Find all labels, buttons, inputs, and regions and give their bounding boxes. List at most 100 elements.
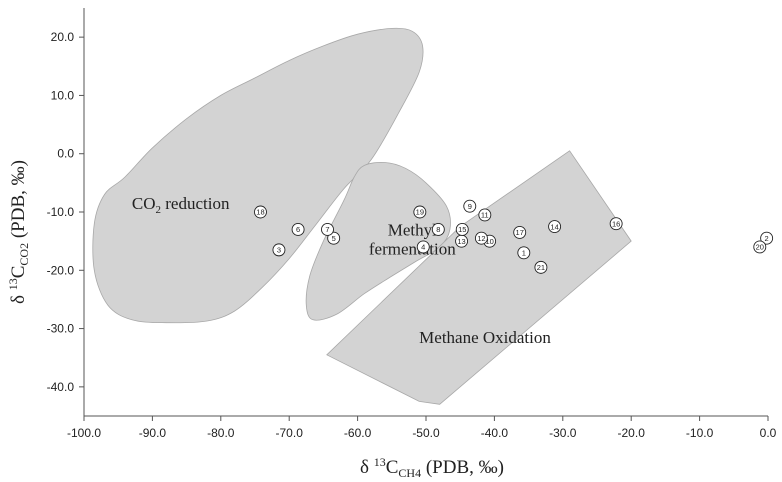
- data-point-15: 15: [455, 223, 469, 236]
- data-point-label: 10: [485, 237, 493, 246]
- data-point-label: 6: [296, 225, 300, 234]
- data-point-label: 14: [550, 222, 558, 231]
- data-point-marker: [321, 223, 334, 236]
- data-point-marker: [327, 231, 341, 245]
- data-point-marker: [254, 205, 267, 219]
- data-point-marker: [474, 231, 488, 245]
- y-axis-title: δ 13CCO2 (PDB, ‰): [6, 160, 31, 304]
- y-axis-title-sup: 13: [6, 278, 20, 290]
- methane-oxidation-label: Methane Oxidation: [419, 328, 551, 347]
- co2-reduction-label-main: CO: [132, 194, 156, 213]
- x-axis-title-main: C: [386, 457, 399, 478]
- data-point-12: 12: [474, 231, 488, 245]
- axes-layer: -100.0 -90.0 -80.0 -70.0 -60.0 -50.0 -40.0 -30.…: [47, 8, 777, 440]
- data-point-marker: [534, 260, 548, 274]
- y-tick-label: -20.0: [47, 263, 75, 277]
- data-point-label: 1: [522, 249, 526, 258]
- data-point-marker: [272, 243, 286, 257]
- data-point-11: 11: [478, 208, 492, 222]
- y-tick-label: -40.0: [47, 380, 75, 394]
- axis-titles-layer: δ 13CCH4 (PDB, ‰)δ 13CCO2 (PDB, ‰): [6, 160, 504, 480]
- data-point-marker: [478, 208, 492, 222]
- data-point-marker: [431, 223, 445, 236]
- data-point-label: 17: [516, 228, 524, 237]
- data-point-label: 18: [256, 208, 264, 217]
- data-point-label: 13: [457, 237, 465, 246]
- data-point-label: 2: [765, 234, 769, 243]
- regions-layer: [92, 27, 632, 405]
- data-point-21: 21: [534, 260, 548, 274]
- data-point-4: 4: [416, 240, 430, 254]
- data-point-label: 5: [332, 234, 336, 243]
- data-point-20: 20: [753, 240, 767, 254]
- data-point-17: 17: [513, 225, 527, 239]
- x-tick-label: -40.0: [481, 426, 509, 440]
- data-point-marker: [416, 240, 430, 254]
- data-point-14: 14: [548, 220, 562, 234]
- data-point-18: 18: [254, 205, 267, 219]
- data-point-2: 2: [760, 231, 774, 245]
- data-point-19: 19: [413, 205, 427, 219]
- data-point-label: 16: [612, 219, 620, 228]
- data-point-marker: [413, 205, 427, 219]
- data-point-label: 15: [458, 225, 466, 234]
- y-tick-label: 10.0: [51, 88, 75, 102]
- data-point-7: 7: [321, 223, 334, 236]
- x-tick-label: -90.0: [139, 426, 167, 440]
- data-point-marker: [609, 217, 623, 231]
- co2-reduction-label-rest: reduction: [161, 194, 230, 213]
- x-tick-label: 0.0: [760, 426, 777, 440]
- data-point-marker: [291, 223, 305, 236]
- methyl-fermentation-region: [305, 161, 451, 321]
- data-point-label: 4: [421, 243, 425, 252]
- data-point-16: 16: [609, 217, 623, 231]
- x-axis-title-suffix: (PDB, ‰): [421, 457, 504, 478]
- data-point-label: 19: [416, 208, 424, 217]
- data-point-marker: [753, 240, 767, 254]
- data-point-label: 20: [756, 243, 764, 252]
- data-point-3: 3: [272, 243, 286, 257]
- x-axis-title: δ 13CCH4 (PDB, ‰): [360, 455, 504, 480]
- data-point-label: 21: [537, 263, 545, 272]
- data-point-label: 3: [277, 246, 281, 255]
- x-tick-label: -20.0: [618, 426, 646, 440]
- data-point-1: 1: [517, 246, 531, 260]
- data-point-label: 7: [325, 225, 329, 234]
- data-point-marker: [463, 199, 477, 213]
- x-tick-label: -80.0: [207, 426, 235, 440]
- data-point-marker: [517, 246, 531, 260]
- y-axis-title-prefix: δ: [8, 290, 29, 304]
- data-point-5: 5: [327, 231, 341, 245]
- data-point-marker: [513, 225, 527, 239]
- data-point-marker: [548, 220, 562, 234]
- data-point-9: 9: [463, 199, 477, 213]
- data-point-label: 11: [481, 211, 489, 220]
- data-point-marker: [760, 231, 774, 245]
- data-point-13: 13: [455, 234, 469, 248]
- y-axis-title-main: C: [8, 266, 29, 279]
- data-point-label: 9: [468, 202, 472, 211]
- x-tick-label: -10.0: [686, 426, 714, 440]
- data-point-8: 8: [431, 223, 445, 236]
- methyl-fermentation-label-line: fermentation: [369, 239, 456, 258]
- data-point-label: 12: [477, 234, 485, 243]
- co2-reduction-region: [92, 27, 424, 324]
- x-tick-label: -50.0: [412, 426, 440, 440]
- methyl-fermentation-label-line: Methyl: [388, 220, 437, 239]
- y-tick-label: -30.0: [47, 322, 75, 336]
- x-tick-label: -70.0: [276, 426, 304, 440]
- data-point-label: 8: [436, 225, 440, 234]
- x-tick-label: -100.0: [67, 426, 101, 440]
- x-tick-label: -30.0: [549, 426, 577, 440]
- y-axis-title-suffix: (PDB, ‰): [8, 160, 29, 243]
- y-tick-label: 20.0: [51, 30, 75, 44]
- y-tick-label: -10.0: [47, 205, 75, 219]
- y-tick-label: 0.0: [57, 147, 74, 161]
- data-point-6: 6: [291, 223, 305, 236]
- co2-reduction-label: CO2 reduction: [132, 194, 230, 216]
- x-axis-title-sub: CH4: [398, 466, 421, 480]
- co2-reduction-label-sub: 2: [156, 204, 162, 216]
- x-axis-title-sup: 13: [374, 455, 386, 469]
